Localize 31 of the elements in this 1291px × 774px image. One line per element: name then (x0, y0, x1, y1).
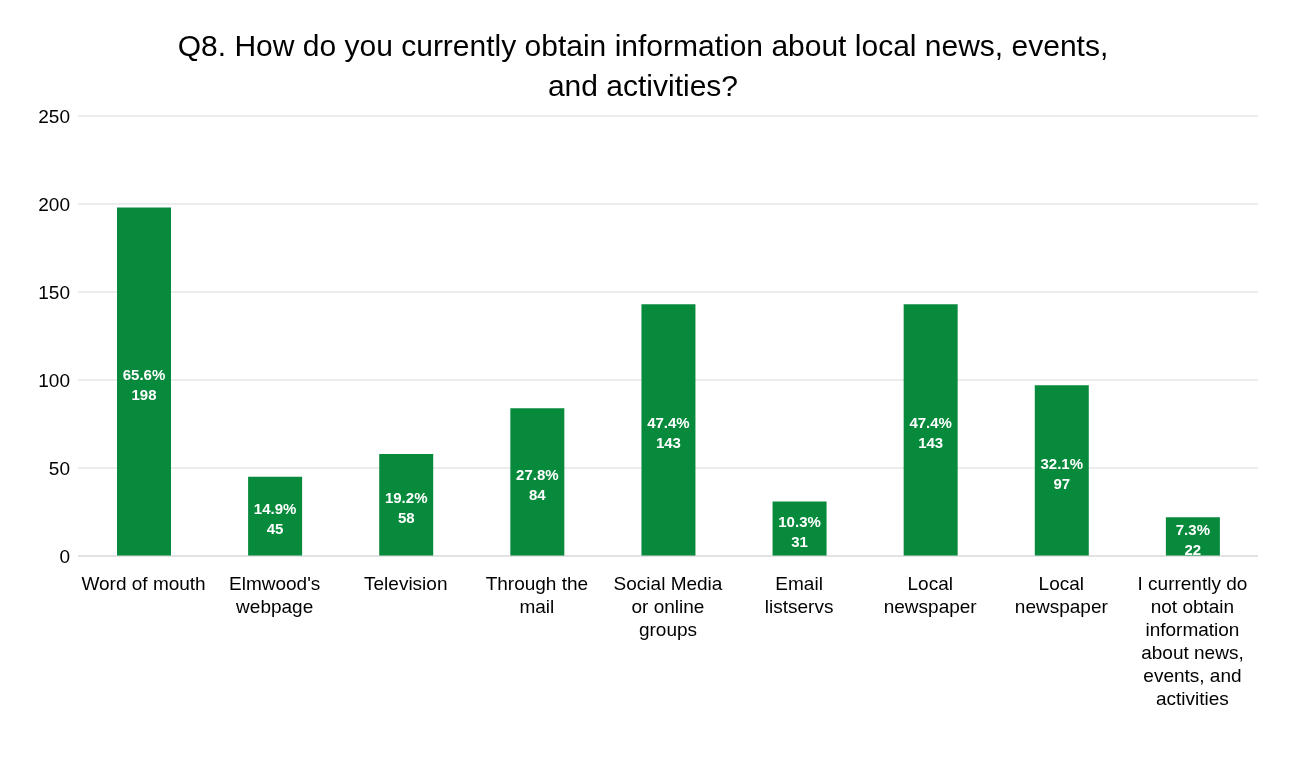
data-label: 7.3% 22 (1175, 520, 1210, 558)
data-label: 47.4% 143 (909, 414, 952, 452)
y-tick-label: 200 (38, 193, 70, 215)
bar (510, 408, 565, 556)
x-tick-label: Word of mouth (81, 573, 206, 594)
bar (641, 304, 696, 556)
x-tick-label: I currently do not obtain information about news, events, and activities (1137, 573, 1248, 709)
x-tick-label: Through the mail (485, 573, 589, 617)
data-label: 14.9% 45 (253, 500, 297, 538)
y-tick-label: 250 (38, 105, 70, 127)
x-tick-label: Local newspaper (1014, 573, 1109, 617)
y-tick-label: 100 (38, 369, 70, 391)
data-label: 10.3% 31 (778, 512, 821, 550)
x-tick-label: Social Media or online groups (613, 573, 723, 640)
y-tick-label: 50 (48, 457, 70, 479)
bar (379, 453, 434, 556)
bar (903, 304, 958, 556)
data-label: 32.1% 97 (1040, 454, 1084, 492)
y-tick-label: 150 (38, 281, 70, 303)
data-label: 65.6% 198 (122, 365, 166, 403)
data-label: 47.4% 143 (647, 414, 690, 452)
chart-title: Q8. How do you currently obtain information about local news, events, and activities? (176, 28, 1110, 104)
data-label: 27.8% 84 (516, 466, 559, 504)
x-tick-label: Local newspaper (883, 573, 978, 617)
y-tick-label: 0 (59, 545, 70, 567)
x-tick-label: Elmwood's webpage (229, 573, 321, 617)
bar (1034, 385, 1089, 556)
x-tick-label: Television (364, 573, 448, 594)
bar (117, 207, 171, 556)
data-label: 19.2% 58 (384, 488, 428, 526)
x-tick-label: Email listservs (764, 573, 834, 617)
